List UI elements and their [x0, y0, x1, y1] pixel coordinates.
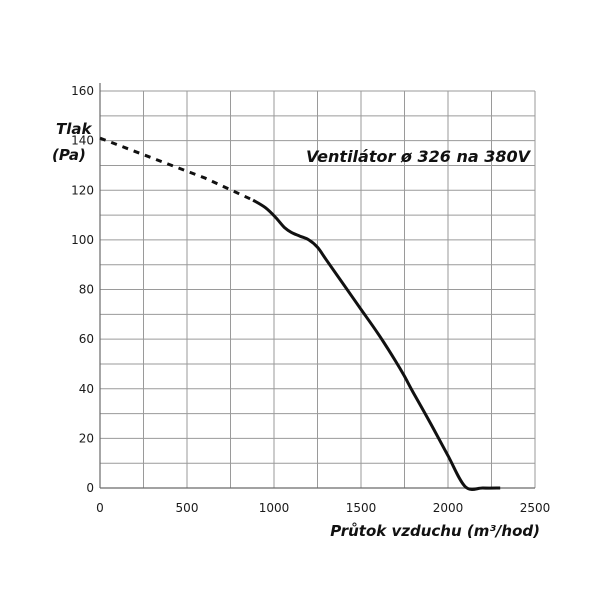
x-axis-title: Průtok vzduchu (m³/hod) [330, 522, 540, 540]
x-tick-label: 0 [96, 501, 104, 515]
y-tick-label: 160 [71, 84, 94, 98]
x-tick-label: 1000 [259, 501, 290, 515]
y-tick-label: 120 [71, 183, 94, 197]
x-tick-label: 2500 [520, 501, 551, 515]
y-tick-label: 0 [86, 481, 94, 495]
y-tick-label: 100 [71, 233, 94, 247]
y-tick-label: 80 [79, 283, 94, 297]
y-tick-label: 20 [79, 431, 94, 445]
chart-title: Ventilátor ø 326 na 380V [306, 147, 532, 166]
y-tick-label: 60 [79, 332, 94, 346]
x-tick-label: 2000 [433, 501, 464, 515]
x-tick-label: 1500 [346, 501, 377, 515]
y-axis-title-line1: Tlak [56, 120, 92, 138]
axes [99, 83, 535, 489]
tick-labels: 0 500 1000 1500 2000 2500 0 20 40 60 80 100 120 140 16… [71, 84, 550, 515]
series [99, 136, 501, 491]
series-line-solid [252, 198, 501, 491]
y-tick-label: 140 [71, 134, 94, 148]
y-tick-label: 40 [79, 382, 94, 396]
y-axis-title-line2: (Pa) [52, 146, 86, 164]
x-tick-label: 500 [176, 501, 199, 515]
series-line-dashed [99, 136, 254, 202]
